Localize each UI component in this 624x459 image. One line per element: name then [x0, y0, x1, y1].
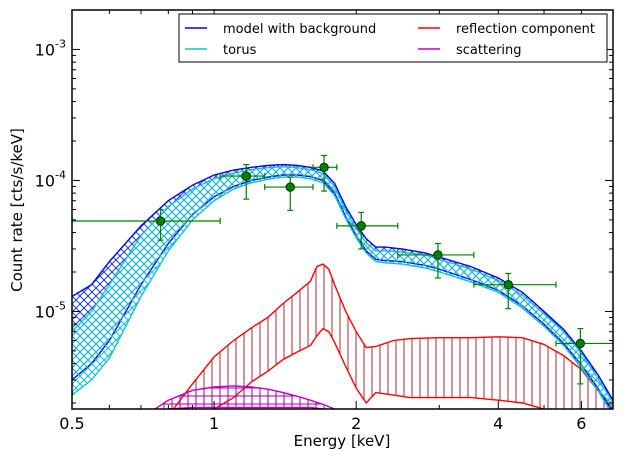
- series-lower-reflection-component: [213, 327, 545, 409]
- data-marker: [155, 216, 166, 226]
- data-point-3: [264, 176, 314, 212]
- legend-entry-model-with-background: model with background: [185, 22, 376, 37]
- data-point-5: [336, 211, 399, 250]
- data-marker: [241, 171, 251, 181]
- data-marker: [319, 162, 329, 172]
- x-tick-label: 1: [209, 414, 219, 433]
- series-upper-reflection-component: [172, 263, 613, 409]
- legend-label: scattering: [456, 43, 522, 58]
- x-axis-label: Energy [keV]: [294, 432, 391, 450]
- series-band-scattering: [155, 385, 335, 409]
- legend-entry-reflection-component: reflection component: [418, 22, 595, 37]
- x-tick-label: 2: [351, 414, 361, 433]
- x-tick-label: 0.5: [59, 414, 84, 433]
- series-lower-scattering: [168, 406, 323, 409]
- legend-label: model with background: [223, 22, 376, 37]
- data-marker: [356, 221, 366, 231]
- legend-label: reflection component: [456, 22, 595, 37]
- data-marker: [285, 182, 295, 192]
- series-upper-torus: [72, 166, 613, 404]
- y-axis-label: Count rate [cts/s/keV]: [8, 128, 26, 292]
- data-marker: [433, 250, 443, 260]
- plot-area: [72, 154, 613, 409]
- series-upper-scattering: [154, 385, 335, 409]
- data-point-1: [72, 208, 221, 241]
- legend-box: [178, 13, 608, 63]
- y-tick-label: 10-3: [35, 37, 66, 59]
- x-tick-label: 4: [493, 414, 503, 433]
- legend: model with background reflection componen…: [178, 13, 608, 63]
- series-band-torus: [72, 166, 613, 409]
- data-point-7: [473, 272, 557, 310]
- data-marker: [575, 338, 586, 349]
- legend-entry-scattering: scattering: [418, 43, 522, 58]
- data-point-2: [219, 164, 266, 200]
- data-point-4: [312, 154, 338, 192]
- legend-label: torus: [223, 43, 257, 58]
- legend-entry-torus: torus: [185, 43, 257, 58]
- series-band-reflection-component: [173, 264, 613, 409]
- axis-ticks: 0.5 1 2 4 6 10-5 10-4 10-3: [35, 9, 614, 433]
- data-point-8: [555, 327, 613, 385]
- data-marker: [503, 279, 513, 290]
- data-point-6: [397, 242, 475, 279]
- series-lower-torus: [72, 176, 610, 409]
- x-tick-label: 6: [576, 414, 586, 433]
- series-upper-model-with-background: [72, 163, 613, 401]
- y-tick-label: 10-4: [35, 168, 66, 190]
- y-tick-label: 10-5: [35, 299, 66, 321]
